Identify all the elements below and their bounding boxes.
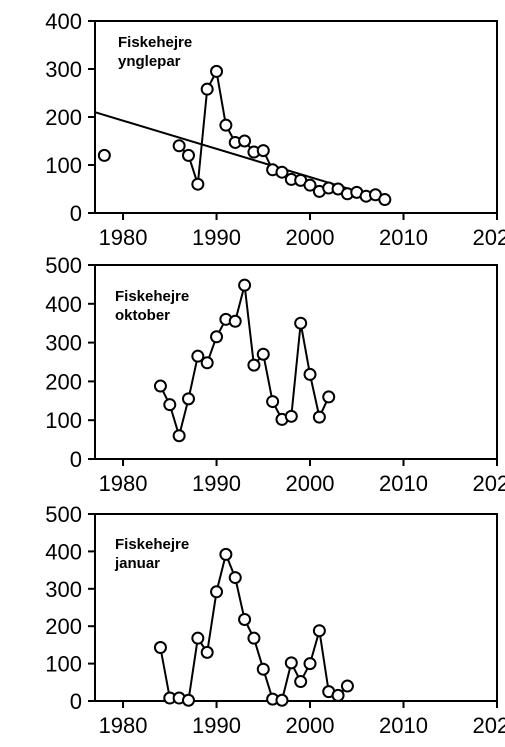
chart-panel-ynglepar: 0 100 200 300 400 1980 1990 2000 2010 2020 Fiskehe… bbox=[45, 9, 505, 250]
data-point bbox=[172, 429, 186, 443]
data-point bbox=[228, 571, 242, 585]
x-tick-label: 1990 bbox=[192, 713, 241, 738]
data-point bbox=[163, 398, 177, 412]
data-point bbox=[284, 656, 298, 670]
y-tick-label: 400 bbox=[45, 539, 82, 564]
y-tick-label: 100 bbox=[45, 153, 82, 178]
data-point bbox=[210, 330, 224, 344]
y-tick-label: 100 bbox=[45, 652, 82, 677]
y-tick-label: 500 bbox=[45, 502, 82, 527]
data-point bbox=[247, 631, 261, 645]
data-point bbox=[238, 612, 252, 626]
data-point bbox=[266, 395, 280, 409]
data-point bbox=[303, 657, 317, 671]
data-point bbox=[331, 688, 345, 702]
data-point bbox=[256, 347, 270, 361]
data-point bbox=[210, 64, 224, 78]
data-point bbox=[256, 144, 270, 158]
data-point bbox=[312, 624, 326, 638]
y-tick-label: 100 bbox=[45, 408, 82, 433]
y-tick-label: 300 bbox=[45, 577, 82, 602]
y-tick-label: 0 bbox=[70, 201, 82, 226]
panel-label: Fiskehejre bbox=[115, 288, 189, 305]
data-point bbox=[322, 390, 336, 404]
x-tick-label: 1980 bbox=[99, 713, 148, 738]
chart-panel-oktober: 0 100 200 300 400 500 1980 1990 2000 2010 2020 Fisk… bbox=[45, 253, 505, 496]
data-point bbox=[247, 358, 261, 372]
plot-frame bbox=[94, 513, 498, 702]
data-point bbox=[191, 631, 205, 645]
data-point bbox=[181, 693, 195, 707]
panel-label: Fiskehejre bbox=[115, 536, 189, 553]
series-line bbox=[159, 284, 330, 437]
data-point bbox=[340, 679, 354, 693]
x-tick-label: 2000 bbox=[286, 225, 335, 250]
x-tick-label: 2000 bbox=[286, 713, 335, 738]
panel-label: Fiskehejre bbox=[118, 34, 192, 51]
data-point bbox=[200, 356, 214, 370]
y-tick-label: 0 bbox=[70, 689, 82, 714]
data-point bbox=[378, 193, 392, 207]
data-point bbox=[153, 641, 167, 655]
panel-label: ynglepar bbox=[118, 53, 181, 70]
data-point bbox=[191, 349, 205, 363]
data-point bbox=[210, 585, 224, 599]
data-point bbox=[294, 316, 308, 330]
data-point bbox=[228, 314, 242, 328]
y-tick-label: 200 bbox=[45, 369, 82, 394]
y-tick-label: 200 bbox=[45, 614, 82, 639]
data-point bbox=[284, 409, 298, 423]
data-point bbox=[275, 693, 289, 707]
x-tick-label: 2020 bbox=[473, 471, 505, 496]
data-point bbox=[238, 134, 252, 148]
data-point bbox=[219, 118, 233, 132]
data-point bbox=[275, 165, 289, 179]
panel-label: januar bbox=[114, 555, 160, 572]
x-tick-label: 2020 bbox=[473, 225, 505, 250]
x-tick-label: 1990 bbox=[192, 225, 241, 250]
data-point bbox=[200, 82, 214, 96]
y-tick-label: 0 bbox=[70, 447, 82, 472]
y-tick-label: 400 bbox=[45, 292, 82, 317]
data-point bbox=[219, 547, 233, 561]
data-point bbox=[181, 392, 195, 406]
panel-label: oktober bbox=[115, 307, 170, 324]
data-point bbox=[256, 662, 270, 676]
data-point bbox=[303, 367, 317, 381]
y-tick-label: 400 bbox=[45, 9, 82, 34]
data-point bbox=[172, 139, 186, 153]
x-tick-label: 1980 bbox=[99, 471, 148, 496]
data-point bbox=[312, 410, 326, 424]
data-point bbox=[294, 675, 308, 689]
data-point bbox=[191, 177, 205, 191]
x-tick-label: 1990 bbox=[192, 471, 241, 496]
data-point bbox=[181, 148, 195, 162]
plot-frame bbox=[94, 264, 498, 460]
data-point bbox=[303, 178, 317, 192]
x-tick-label: 2020 bbox=[473, 713, 505, 738]
y-tick-label: 500 bbox=[45, 253, 82, 278]
data-point bbox=[153, 379, 167, 393]
x-tick-label: 2010 bbox=[379, 471, 428, 496]
x-tick-label: 2000 bbox=[286, 471, 335, 496]
data-point bbox=[200, 645, 214, 659]
y-tick-label: 300 bbox=[45, 57, 82, 82]
x-tick-label: 2010 bbox=[379, 713, 428, 738]
x-tick-label: 1980 bbox=[99, 225, 148, 250]
x-tick-label: 2010 bbox=[379, 225, 428, 250]
data-point bbox=[238, 278, 252, 292]
y-tick-label: 300 bbox=[45, 331, 82, 356]
data-point bbox=[97, 148, 111, 162]
y-tick-label: 200 bbox=[45, 105, 82, 130]
chart-panel-januar: 0 100 200 300 400 500 1980 1990 2000 2010 2020 Fisk… bbox=[45, 502, 505, 738]
